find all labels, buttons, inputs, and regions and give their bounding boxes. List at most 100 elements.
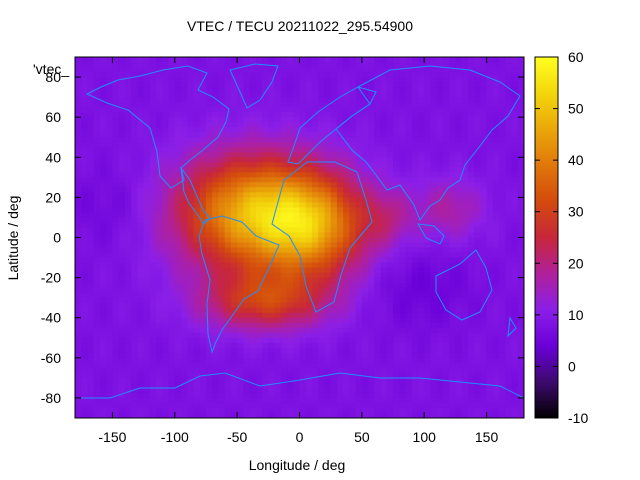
- heatmap-cell: [243, 347, 251, 354]
- heatmap-cell: [430, 382, 438, 389]
- heatmap-cell: [162, 242, 170, 249]
- heatmap-cell: [499, 312, 506, 319]
- heatmap-cell: [349, 162, 357, 168]
- heatmap-cell: [143, 257, 151, 264]
- heatmap-cell: [106, 177, 114, 183]
- heatmap-cell: [87, 347, 95, 354]
- heatmap-cell: [349, 62, 357, 68]
- heatmap-cell: [118, 332, 126, 339]
- heatmap-cell: [455, 222, 463, 229]
- heatmap-cell: [399, 187, 407, 193]
- heatmap-cell: [299, 322, 307, 329]
- heatmap-cell: [99, 172, 107, 178]
- heatmap-cell: [511, 257, 519, 264]
- heatmap-cell: [330, 362, 338, 369]
- heatmap-cell: [174, 322, 182, 329]
- heatmap-cell: [467, 397, 475, 404]
- heatmap-cell: [118, 292, 126, 299]
- heatmap-cell: [511, 367, 519, 374]
- heatmap-cell: [499, 282, 506, 289]
- heatmap-cell: [224, 392, 232, 399]
- heatmap-cell: [162, 122, 170, 128]
- heatmap-cell: [75, 307, 82, 314]
- heatmap-cell: [280, 97, 288, 103]
- heatmap-cell: [274, 187, 282, 193]
- heatmap-cell: [199, 127, 207, 133]
- heatmap-cell: [162, 172, 170, 178]
- heatmap-cell: [131, 282, 138, 289]
- heatmap-cell: [461, 167, 469, 173]
- heatmap-cell: [417, 352, 425, 359]
- heatmap-cell: [274, 247, 282, 254]
- heatmap-cell: [424, 182, 432, 188]
- heatmap-cell: [143, 222, 151, 229]
- heatmap-cell: [193, 327, 201, 334]
- heatmap-cell: [399, 392, 407, 399]
- heatmap-cell: [474, 142, 481, 148]
- heatmap-cell: [486, 282, 494, 289]
- heatmap-cell: [399, 322, 407, 329]
- heatmap-cell: [168, 367, 176, 374]
- heatmap-cell: [299, 277, 307, 284]
- heatmap-cell: [293, 357, 301, 364]
- heatmap-cell: [380, 137, 388, 143]
- heatmap-cell: [486, 117, 494, 123]
- heatmap-cell: [424, 152, 432, 158]
- heatmap-cell: [243, 287, 251, 294]
- heatmap-cell: [187, 257, 195, 264]
- heatmap-cell: [87, 282, 95, 289]
- heatmap-cell: [255, 197, 263, 203]
- heatmap-cell: [224, 302, 232, 309]
- heatmap-cell: [174, 252, 182, 259]
- heatmap-cell: [505, 127, 513, 133]
- heatmap-cell: [224, 177, 232, 183]
- heatmap-cell: [511, 212, 519, 219]
- heatmap-cell: [411, 212, 419, 219]
- heatmap-cell: [118, 262, 126, 269]
- heatmap-cell: [355, 227, 363, 234]
- heatmap-cell: [156, 232, 163, 239]
- heatmap-cell: [118, 142, 126, 148]
- heatmap-cell: [193, 357, 201, 364]
- heatmap-cell: [330, 337, 338, 344]
- heatmap-cell: [131, 352, 138, 359]
- heatmap-cell: [193, 232, 201, 239]
- heatmap-cell: [149, 167, 157, 173]
- heatmap-cell: [361, 322, 369, 329]
- heatmap-cell: [355, 317, 363, 324]
- heatmap-cell: [374, 317, 382, 324]
- heatmap-cell: [274, 232, 282, 239]
- heatmap-cell: [417, 317, 425, 324]
- heatmap-cell: [505, 337, 513, 344]
- heatmap-cell: [417, 382, 425, 389]
- heatmap-cell: [75, 62, 82, 68]
- heatmap-cell: [262, 397, 269, 404]
- heatmap-cell: [474, 152, 481, 158]
- heatmap-cell: [131, 107, 138, 113]
- heatmap-cell: [149, 347, 157, 354]
- heatmap-cell: [168, 197, 176, 203]
- heatmap-cell: [249, 327, 257, 334]
- heatmap-cell: [442, 337, 450, 344]
- heatmap-cell: [405, 187, 413, 193]
- heatmap-cell: [143, 322, 151, 329]
- heatmap-cell: [199, 327, 207, 334]
- heatmap-cell: [455, 177, 463, 183]
- heatmap-cell: [324, 82, 332, 88]
- heatmap-cell: [137, 172, 145, 178]
- heatmap-cell: [324, 337, 332, 344]
- heatmap-cell: [93, 182, 101, 188]
- heatmap-cell: [249, 372, 257, 379]
- heatmap-cell: [143, 382, 151, 389]
- heatmap-cell: [505, 117, 513, 123]
- heatmap-cell: [405, 247, 413, 254]
- heatmap-cell: [442, 347, 450, 354]
- heatmap-cell: [212, 72, 220, 78]
- heatmap-cell: [336, 242, 344, 249]
- heatmap-cell: [368, 392, 375, 399]
- heatmap-cell: [368, 112, 375, 118]
- heatmap-cell: [199, 102, 207, 108]
- heatmap-cell: [436, 362, 444, 369]
- heatmap-cell: [99, 102, 107, 108]
- heatmap-cell: [343, 337, 350, 344]
